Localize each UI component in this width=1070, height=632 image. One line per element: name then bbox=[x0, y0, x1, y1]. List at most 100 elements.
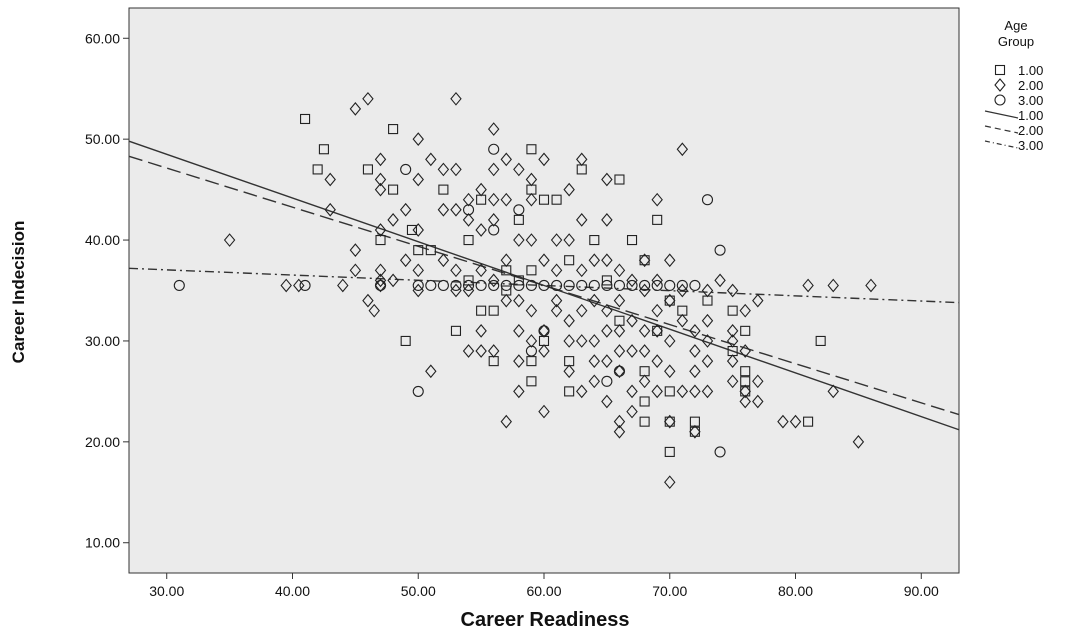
diamond-point bbox=[412, 172, 424, 187]
diamond-point bbox=[664, 334, 676, 348]
diamond-point bbox=[588, 374, 601, 389]
diamond-point bbox=[726, 374, 739, 389]
legend-label: 2.00 bbox=[1018, 123, 1043, 138]
circle-point bbox=[488, 279, 500, 292]
diamond-point bbox=[588, 354, 601, 368]
diamond-point bbox=[374, 273, 387, 288]
diamond-point bbox=[588, 334, 601, 348]
legend-title: Group bbox=[998, 34, 1034, 49]
diamond-point bbox=[513, 233, 525, 247]
diamond-point bbox=[664, 293, 676, 308]
diamond-point bbox=[475, 263, 487, 278]
circle-point bbox=[525, 279, 537, 292]
diamond-point bbox=[538, 404, 550, 419]
y-axis-ticks: 10.00 20.00 30.00 40.00 50.00 60.00 bbox=[85, 30, 129, 551]
series-square bbox=[300, 113, 826, 457]
diamond-point bbox=[689, 323, 701, 338]
diamond-point bbox=[387, 273, 399, 288]
diamond-point bbox=[638, 344, 651, 358]
square-point bbox=[538, 194, 550, 205]
diamond-point bbox=[437, 202, 450, 217]
square-point bbox=[740, 325, 751, 336]
circle-point bbox=[538, 325, 550, 337]
legend-line-dashed bbox=[984, 125, 1019, 134]
square-point bbox=[639, 396, 650, 407]
diamond-point bbox=[601, 303, 613, 318]
circle-point bbox=[412, 385, 424, 397]
diamond-point bbox=[280, 278, 292, 293]
circle-point bbox=[525, 345, 537, 357]
diamond-point bbox=[525, 334, 538, 348]
circle-point bbox=[639, 279, 651, 292]
diamond-point bbox=[374, 182, 387, 197]
square-point bbox=[740, 366, 751, 377]
legend-circle-icon bbox=[994, 94, 1006, 106]
diamond-point bbox=[500, 414, 512, 429]
square-point bbox=[614, 174, 625, 185]
series-circle bbox=[173, 143, 726, 458]
diamond-point bbox=[613, 293, 626, 308]
diamond-point bbox=[399, 253, 412, 268]
square-point bbox=[526, 356, 537, 367]
diamond-point bbox=[664, 364, 676, 379]
legend-diamond-icon bbox=[994, 78, 1006, 92]
diamond-point bbox=[739, 303, 751, 318]
diamond-point bbox=[701, 283, 714, 298]
diamond-point bbox=[425, 364, 437, 379]
diamond-point bbox=[487, 122, 500, 136]
diamond-point bbox=[525, 192, 538, 207]
y-tick-label: 40.00 bbox=[85, 232, 120, 248]
diamond-point bbox=[588, 293, 601, 308]
diamond-point bbox=[475, 182, 487, 197]
circle-point bbox=[475, 279, 487, 292]
circle-point bbox=[500, 279, 512, 292]
legend-label: 3.00 bbox=[1018, 138, 1043, 153]
circle-point bbox=[437, 279, 449, 292]
diamond-point bbox=[412, 263, 424, 278]
x-tick-label: 50.00 bbox=[401, 583, 436, 599]
circle-point bbox=[613, 365, 626, 377]
diamond-point bbox=[462, 213, 475, 227]
legend-label: 3.00 bbox=[1018, 93, 1043, 108]
diamond-point bbox=[613, 364, 626, 379]
diamond-point bbox=[852, 434, 865, 449]
square-point bbox=[300, 113, 311, 125]
diamond-point bbox=[689, 384, 701, 399]
diamond-point bbox=[487, 213, 500, 227]
diamond-point bbox=[865, 278, 877, 293]
diamond-point bbox=[362, 91, 374, 106]
circle-point bbox=[488, 143, 500, 155]
circle-point bbox=[563, 279, 575, 292]
circle-point bbox=[462, 204, 475, 216]
square-point bbox=[815, 335, 826, 346]
square-point bbox=[406, 224, 418, 236]
diamond-point bbox=[613, 424, 626, 439]
diamond-point bbox=[374, 223, 387, 237]
square-point bbox=[513, 214, 524, 225]
diamond-point bbox=[651, 273, 663, 288]
diamond-point bbox=[676, 384, 689, 399]
diamond-point bbox=[487, 162, 500, 177]
square-point bbox=[476, 305, 487, 316]
x-tick-label: 80.00 bbox=[778, 583, 813, 599]
diamond-point bbox=[726, 323, 739, 338]
diamond-point bbox=[626, 273, 638, 288]
diamond-point bbox=[601, 213, 613, 227]
diamond-point bbox=[525, 172, 538, 187]
diamond-point bbox=[651, 384, 663, 399]
circle-point bbox=[613, 279, 626, 292]
diamond-point bbox=[500, 192, 512, 207]
diamond-point bbox=[613, 323, 626, 338]
diamond-point bbox=[563, 364, 575, 379]
square-point bbox=[413, 245, 424, 256]
circle-point bbox=[601, 375, 613, 387]
circle-point bbox=[400, 163, 412, 175]
circle-point bbox=[651, 279, 663, 292]
diamond-point bbox=[676, 313, 689, 328]
diamond-point bbox=[513, 384, 525, 399]
diamond-point bbox=[513, 354, 525, 368]
diamond-point bbox=[613, 344, 626, 358]
square-point bbox=[664, 446, 675, 457]
square-point bbox=[513, 275, 524, 286]
diamond-point bbox=[576, 263, 588, 278]
